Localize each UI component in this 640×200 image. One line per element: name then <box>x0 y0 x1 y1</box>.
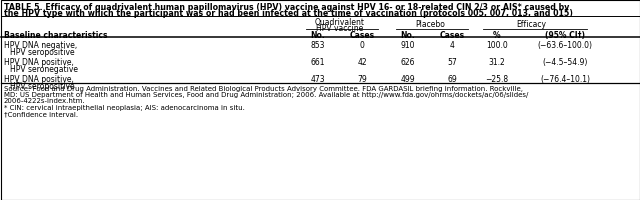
Text: 57: 57 <box>447 58 457 67</box>
Text: 42: 42 <box>357 58 367 67</box>
Text: No.: No. <box>401 31 415 40</box>
Text: 100.0: 100.0 <box>486 41 508 50</box>
Text: 79: 79 <box>357 75 367 84</box>
Text: HPV seronegative: HPV seronegative <box>10 65 78 74</box>
Text: †Confidence interval.: †Confidence interval. <box>4 110 78 116</box>
Text: 626: 626 <box>401 58 415 67</box>
Text: Baseline characteristics: Baseline characteristics <box>4 31 108 40</box>
Text: HPV vaccine: HPV vaccine <box>316 24 364 33</box>
Text: Placebo: Placebo <box>415 20 445 29</box>
Text: −25.8: −25.8 <box>485 75 509 84</box>
Text: 661: 661 <box>311 58 325 67</box>
Text: (−63.6–100.0): (−63.6–100.0) <box>538 41 593 50</box>
Text: 910: 910 <box>401 41 415 50</box>
Text: Efficacy: Efficacy <box>516 20 546 29</box>
Text: 2006-4222s-index.htm.: 2006-4222s-index.htm. <box>4 98 86 103</box>
Text: 473: 473 <box>310 75 325 84</box>
Text: 69: 69 <box>447 75 457 84</box>
Text: the HPV type with which the participant was or had been infected at the time of : the HPV type with which the participant … <box>4 9 573 18</box>
Text: No.: No. <box>310 31 325 40</box>
Text: HPV seropositive: HPV seropositive <box>10 48 75 57</box>
Text: 31.2: 31.2 <box>488 58 506 67</box>
Text: (−76.4–10.1): (−76.4–10.1) <box>540 75 590 84</box>
Text: Cases: Cases <box>349 31 374 40</box>
Text: (−4.5–54.9): (−4.5–54.9) <box>542 58 588 67</box>
Text: MD: US Department of Health and Human Services, Food and Drug Administration; 20: MD: US Department of Health and Human Se… <box>4 92 529 98</box>
Text: 0: 0 <box>360 41 364 50</box>
Text: 499: 499 <box>401 75 415 84</box>
Text: TABLE 5. Efficacy of quadrivalent human papillomavirus (HPV) vaccine against HPV: TABLE 5. Efficacy of quadrivalent human … <box>4 3 570 12</box>
Text: (95% CI†): (95% CI†) <box>545 31 585 40</box>
Text: Source: Food and Drug Administration. Vaccines and Related Biological Products A: Source: Food and Drug Administration. Va… <box>4 86 523 92</box>
Text: 853: 853 <box>311 41 325 50</box>
Text: HPV DNA positive,: HPV DNA positive, <box>4 58 74 67</box>
Text: HPV DNA positive,: HPV DNA positive, <box>4 75 74 84</box>
Text: Quadrivalent: Quadrivalent <box>315 18 365 27</box>
Text: * CIN: cervical intraepithelial neoplasia; AIS: adenocarcinoma in situ.: * CIN: cervical intraepithelial neoplasi… <box>4 104 245 110</box>
Text: HPV DNA negative,: HPV DNA negative, <box>4 41 77 50</box>
Text: Cases: Cases <box>440 31 465 40</box>
Text: 4: 4 <box>449 41 454 50</box>
Text: %: % <box>493 31 501 40</box>
Text: HPV seropositive: HPV seropositive <box>10 82 75 91</box>
